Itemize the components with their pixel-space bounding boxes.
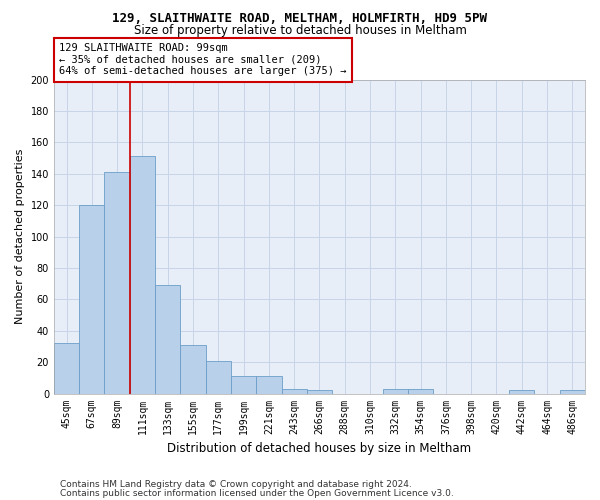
Bar [206, 360, 231, 394]
Bar [509, 390, 535, 394]
Y-axis label: Number of detached properties: Number of detached properties [15, 149, 25, 324]
Bar [408, 389, 433, 394]
Text: Size of property relative to detached houses in Meltham: Size of property relative to detached ho… [134, 24, 466, 37]
X-axis label: Distribution of detached houses by size in Meltham: Distribution of detached houses by size … [167, 442, 472, 455]
Text: Contains public sector information licensed under the Open Government Licence v3: Contains public sector information licen… [60, 488, 454, 498]
Bar [155, 285, 181, 394]
Bar [231, 376, 256, 394]
Bar [104, 172, 130, 394]
Text: 129 SLAITHWAITE ROAD: 99sqm
← 35% of detached houses are smaller (209)
64% of se: 129 SLAITHWAITE ROAD: 99sqm ← 35% of det… [59, 43, 347, 76]
Text: 129, SLAITHWAITE ROAD, MELTHAM, HOLMFIRTH, HD9 5PW: 129, SLAITHWAITE ROAD, MELTHAM, HOLMFIRT… [113, 12, 487, 24]
Text: Contains HM Land Registry data © Crown copyright and database right 2024.: Contains HM Land Registry data © Crown c… [60, 480, 412, 489]
Bar [281, 389, 307, 394]
Bar [383, 389, 408, 394]
Bar [79, 205, 104, 394]
Bar [54, 344, 79, 394]
Bar [130, 156, 155, 394]
Bar [181, 345, 206, 394]
Bar [307, 390, 332, 394]
Bar [560, 390, 585, 394]
Bar [256, 376, 281, 394]
